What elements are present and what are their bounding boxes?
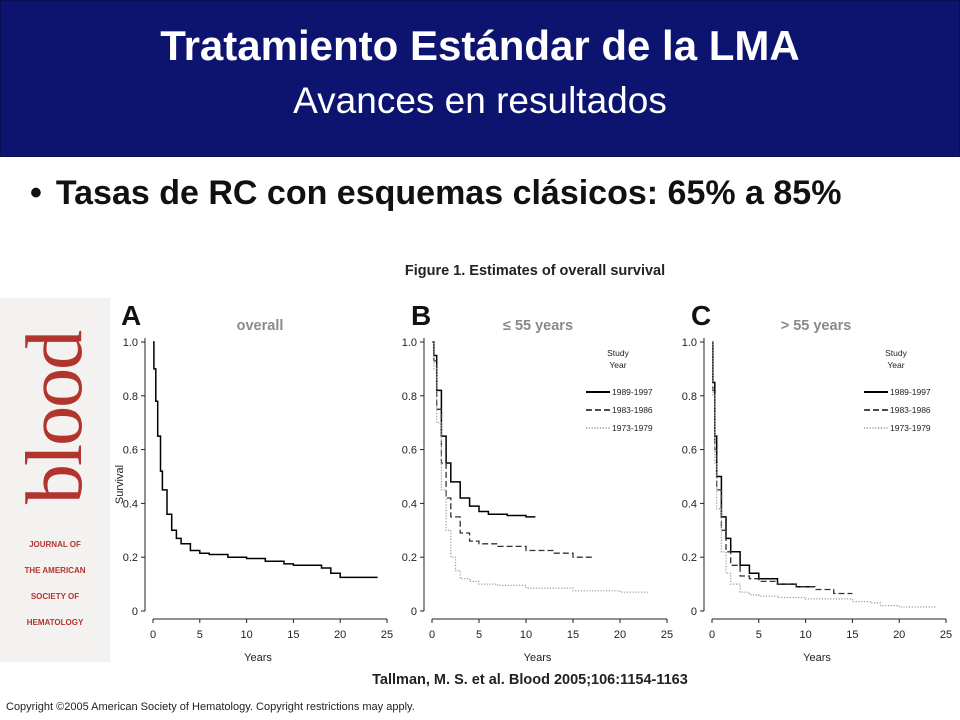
title-banner xyxy=(0,0,960,157)
panel-c-legend-title: Study xyxy=(885,348,907,358)
panel-c-ytick-label: 0.6 xyxy=(682,445,697,457)
panel-c-legend-label: 1983-1986 xyxy=(890,405,931,415)
panel-b-ytick-label: 1.0 xyxy=(402,337,417,349)
panel-b-xtick-label: 10 xyxy=(520,629,532,641)
bullet-dot: • xyxy=(30,174,42,212)
citation: Tallman, M. S. et al. Blood 2005;106:115… xyxy=(372,672,688,688)
panel-c-xlabel: Years xyxy=(803,652,831,664)
panel-a-ylabel: Survival xyxy=(114,465,126,504)
panel-c-series-1973-1979-line xyxy=(712,341,937,608)
panel-a-xtick-label: 25 xyxy=(381,629,393,641)
logo-line-1: JOURNAL OF xyxy=(29,540,81,549)
panel-c-xtick-label: 10 xyxy=(799,629,811,641)
panel-c-series-1983-1986-line xyxy=(712,341,853,595)
bullet-text: Tasas de RC con esquemas clásicos: 65% a… xyxy=(55,174,842,212)
panel-a-xtick-label: 5 xyxy=(197,629,203,641)
panel-b-xtick-label: 25 xyxy=(661,629,673,641)
panel-b-xtick-label: 15 xyxy=(567,629,579,641)
panel-b-legend-title: Study xyxy=(607,348,629,358)
panel-b-ytick-label: 0 xyxy=(411,606,417,618)
slide-title: Tratamiento Estándar de la LMA xyxy=(160,22,800,69)
panel-b-xtick-label: 5 xyxy=(476,629,482,641)
panel-c-xtick-label: 20 xyxy=(893,629,905,641)
panel-b-ytick-label: 0.4 xyxy=(402,498,417,510)
logo-line-4: HEMATOLOGY xyxy=(26,618,84,627)
panel-b-legend-label: 1989-1997 xyxy=(612,387,653,397)
panel-c-legend-title: Year xyxy=(887,360,904,370)
panel-a-xtick-label: 15 xyxy=(287,629,299,641)
panel-b-xtick-label: 0 xyxy=(429,629,435,641)
bullet-point: • Tasas de RC con esquemas clásicos: 65% … xyxy=(30,174,841,213)
panel-c-legend-label: 1989-1997 xyxy=(890,387,931,397)
panel-b-label: ≤ 55 years xyxy=(503,318,573,334)
panel-c-letter: C xyxy=(691,300,711,331)
panel-a-label: overall xyxy=(237,318,284,334)
panel-a-ytick-label: 0.4 xyxy=(123,498,138,510)
panel-a-ytick-label: 0.6 xyxy=(123,445,138,457)
panel-a-xtick-label: 0 xyxy=(150,629,156,641)
panel-b-series-1989-1997-line xyxy=(432,341,536,518)
panel-a-xtick-label: 20 xyxy=(334,629,346,641)
panel-c-label: > 55 years xyxy=(781,318,852,334)
panel-a-xlabel: Years xyxy=(244,652,272,664)
panel-b-ytick-label: 0.8 xyxy=(402,391,417,403)
panel-b-xtick-label: 20 xyxy=(614,629,626,641)
panel-c-xtick-label: 25 xyxy=(940,629,952,641)
blood-journal-logo: blood JOURNAL OF THE AMERICAN SOCIETY OF… xyxy=(0,298,110,662)
panel-a-series-overall-line xyxy=(153,341,378,579)
panel-b-legend-label: 1973-1979 xyxy=(612,423,653,433)
panel-a-ytick-label: 0.2 xyxy=(123,552,138,564)
panel-c-ytick-label: 0.2 xyxy=(682,552,697,564)
panel-a-ytick-label: 0 xyxy=(132,606,138,618)
panel-b-legend-title: Year xyxy=(609,360,626,370)
panel-a-ytick-label: 0.8 xyxy=(123,391,138,403)
panel-c-xtick-label: 15 xyxy=(846,629,858,641)
panel-b-series-1973-1979-line xyxy=(432,341,649,593)
copyright-notice: Copyright ©2005 American Society of Hema… xyxy=(6,701,415,713)
panel-b-ytick-label: 0.6 xyxy=(402,445,417,457)
panel-c-xtick-label: 0 xyxy=(709,629,715,641)
panel-a-ytick-label: 1.0 xyxy=(123,337,138,349)
panel-c-ytick-label: 0 xyxy=(691,606,697,618)
panel-c-series-1989-1997-line xyxy=(712,341,815,588)
logo-line-3: SOCIETY OF xyxy=(30,592,80,601)
panel-b-letter: B xyxy=(411,300,431,331)
panel-c-xtick-label: 5 xyxy=(756,629,762,641)
panel-a-letter: A xyxy=(121,300,141,331)
panel-c-ytick-label: 1.0 xyxy=(682,337,697,349)
panel-b-ytick-label: 0.2 xyxy=(402,552,417,564)
panel-b-series-1983-1986-line xyxy=(432,341,592,558)
logo-line-2: THE AMERICAN xyxy=(24,566,86,575)
panel-b-legend-label: 1983-1986 xyxy=(612,405,653,415)
panel-c-ytick-label: 0.8 xyxy=(682,391,697,403)
panel-c-legend-label: 1973-1979 xyxy=(890,423,931,433)
panel-c-ytick-label: 0.4 xyxy=(682,498,697,510)
figure-title: Figure 1. Estimates of overall survival xyxy=(404,263,666,279)
slide-subtitle: Avances en resultados xyxy=(293,80,667,121)
panel-b-xlabel: Years xyxy=(524,652,552,664)
panel-a-xtick-label: 10 xyxy=(240,629,252,641)
